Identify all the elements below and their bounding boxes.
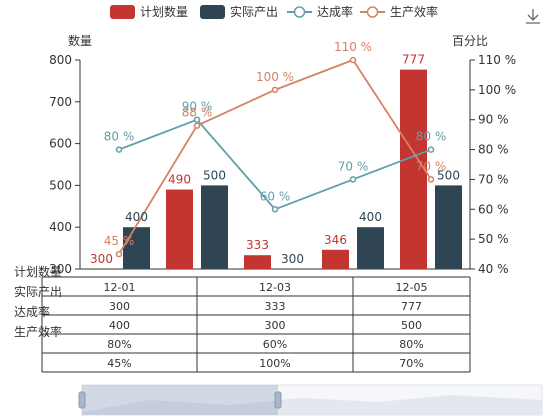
table-cell: 333 (265, 300, 286, 313)
bar-value-label: 500 (203, 168, 226, 182)
line-point-1-3 (271, 206, 279, 213)
left-tick-label: 300 (49, 262, 72, 276)
bar-2-5 (435, 185, 462, 269)
table-header-cell: 12-05 (396, 281, 428, 294)
table-row-label: 实际产出 (14, 284, 62, 299)
table-cell: 45% (107, 357, 131, 370)
line-point-2-1 (115, 250, 123, 258)
chart-axes: 300 400 500 600 700 800 40 % 50 % 60 % 70 % 80 % 90… (49, 53, 516, 276)
bar-2-2 (201, 185, 228, 269)
legend-label-3: 达成率 (317, 4, 353, 19)
bar-value-label: 777 (402, 53, 425, 67)
right-axis-name: 百分比 (452, 34, 488, 48)
line-value-label: 70 % (338, 159, 369, 173)
legend-marker-4 (366, 6, 379, 18)
right-tick-label: 60 % (478, 202, 509, 216)
legend-label-1: 计划数量 (140, 4, 188, 19)
table-cell: 400 (109, 319, 130, 332)
bar-1-4 (322, 249, 349, 269)
zoom-handle-right (274, 391, 282, 409)
table-row-label: 计划数量 (14, 264, 62, 279)
bar-value-label: 400 (125, 210, 148, 224)
left-tick-label: 500 (49, 178, 72, 192)
right-tick-label: 90 % (478, 113, 509, 127)
chart-legend[interactable]: 计划数量 实际产出 达成率 生产效率 (110, 4, 438, 19)
line-point-2-3 (271, 86, 279, 94)
line-series (115, 56, 435, 258)
bar-value-label: 300 (90, 252, 113, 266)
data-labels: 300 490 333 346 777 400 500 300 400 500 80 % 90 % 60… (90, 40, 460, 266)
line-point-1-4 (349, 176, 357, 183)
bar-value-label: 346 (324, 233, 347, 247)
table-cell: 300 (265, 319, 286, 332)
bar-1-3 (244, 255, 271, 269)
table-cell: 60% (263, 338, 287, 351)
data-zoom-slider[interactable] (78, 384, 543, 416)
table-cell: 500 (401, 319, 422, 332)
right-tick-label: 80 % (478, 143, 509, 157)
table-cell: 777 (401, 300, 422, 313)
bar-1-5 (400, 69, 427, 269)
legend-label-4: 生产效率 (390, 4, 438, 19)
bar-value-label: 333 (246, 238, 269, 252)
zoom-preview-area (82, 395, 542, 415)
right-tick-label: 70 % (478, 172, 509, 186)
table-cell: 80% (107, 338, 131, 351)
bar-1-2 (166, 189, 193, 269)
legend-label-2: 实际产出 (230, 4, 278, 19)
bar-value-label: 400 (359, 210, 382, 224)
right-tick-label: 110 % (478, 53, 516, 67)
left-tick-label: 800 (49, 53, 72, 67)
zoom-handle-left (78, 391, 86, 409)
bar-2-1 (123, 227, 150, 269)
legend-swatch-2 (200, 5, 225, 19)
table-header-cell: 12-03 (259, 281, 291, 294)
line-value-label: 90 % (182, 100, 213, 114)
line-point-2-5 (427, 176, 435, 183)
line-value-label: 60 % (260, 189, 291, 203)
zoom-selected-range (82, 385, 278, 415)
line-value-label: 70 % (416, 159, 447, 173)
download-icon[interactable] (526, 9, 540, 24)
left-axis-name: 数量 (68, 33, 92, 48)
right-tick-label: 100 % (478, 83, 516, 97)
right-tick-label: 50 % (478, 232, 509, 246)
line-point-1-1 (115, 146, 123, 153)
line-value-label: 45 % (104, 234, 135, 248)
right-tick-label: 40 % (478, 262, 509, 276)
table-cell: 70% (399, 357, 423, 370)
left-tick-label: 600 (49, 137, 72, 151)
line-value-label: 80 % (416, 130, 447, 144)
legend-swatch-1 (110, 5, 135, 19)
line-value-label: 100 % (256, 70, 294, 84)
table-row-label: 生产效率 (14, 324, 62, 339)
data-table: 12-01 12-03 12-05 300 333 777 400 300 500 80% 60% 8… (14, 264, 471, 373)
table-row-label: 达成率 (14, 304, 50, 319)
table-header-cell: 12-01 (104, 281, 136, 294)
table-cell: 80% (399, 338, 423, 351)
line-value-label: 88 % (182, 106, 213, 120)
table-cell: 100% (259, 357, 290, 370)
bar-2-4 (357, 227, 384, 269)
bar-value-label: 490 (168, 173, 191, 187)
bar-value-label: 500 (437, 168, 460, 182)
line-value-label: 80 % (104, 130, 135, 144)
line-value-label: 110 % (334, 40, 372, 54)
left-tick-label: 400 (49, 220, 72, 234)
line-point-1-2 (193, 116, 201, 123)
bar-series (123, 69, 462, 269)
table-cell: 300 (109, 300, 130, 313)
left-tick-label: 700 (49, 95, 72, 109)
line-point-1-5 (427, 146, 435, 153)
line-point-2-4 (349, 56, 357, 64)
bar-value-label: 300 (281, 252, 304, 266)
line-point-2-2 (193, 122, 201, 129)
legend-marker-3 (293, 6, 306, 18)
